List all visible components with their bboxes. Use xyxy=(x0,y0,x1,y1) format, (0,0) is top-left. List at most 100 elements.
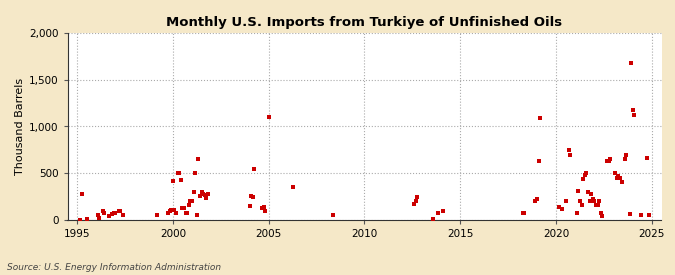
Point xyxy=(288,185,298,189)
Point xyxy=(613,174,624,178)
Point xyxy=(201,195,212,200)
Point xyxy=(533,159,544,163)
Point xyxy=(259,205,269,209)
Point xyxy=(587,197,598,202)
Point xyxy=(81,217,92,221)
Point xyxy=(579,173,590,177)
Point xyxy=(169,208,180,212)
Point xyxy=(627,108,638,112)
Point xyxy=(624,212,635,217)
Point xyxy=(616,180,627,184)
Point xyxy=(247,194,258,199)
Point xyxy=(629,113,640,117)
Point xyxy=(437,208,448,213)
Point xyxy=(610,171,620,175)
Point xyxy=(174,171,185,175)
Point xyxy=(592,203,603,207)
Point xyxy=(621,152,632,157)
Point xyxy=(412,194,423,199)
Point xyxy=(244,204,255,208)
Point xyxy=(605,157,616,161)
Point xyxy=(428,217,439,221)
Point xyxy=(535,116,545,120)
Point xyxy=(115,208,126,213)
Point xyxy=(180,210,191,215)
Point xyxy=(192,213,202,218)
Point xyxy=(564,148,574,152)
Point xyxy=(164,208,175,213)
Point xyxy=(104,214,115,218)
Point xyxy=(410,199,421,204)
Point xyxy=(110,211,121,216)
Point xyxy=(172,171,183,175)
Point xyxy=(198,192,209,196)
Point xyxy=(519,210,530,215)
Title: Monthly U.S. Imports from Turkiye of Unfinished Oils: Monthly U.S. Imports from Turkiye of Unf… xyxy=(167,16,562,29)
Point xyxy=(531,197,542,202)
Point xyxy=(594,199,605,204)
Point xyxy=(92,213,103,218)
Point xyxy=(260,208,271,213)
Point xyxy=(163,210,173,215)
Point xyxy=(193,157,204,161)
Point xyxy=(517,210,528,215)
Point xyxy=(589,199,600,204)
Point xyxy=(572,210,583,215)
Point xyxy=(187,199,198,204)
Point xyxy=(585,199,595,204)
Point xyxy=(557,207,568,211)
Point xyxy=(257,206,268,210)
Point xyxy=(635,213,646,218)
Point xyxy=(185,199,196,204)
Point xyxy=(576,203,587,207)
Y-axis label: Thousand Barrels: Thousand Barrels xyxy=(15,78,25,175)
Point xyxy=(642,156,653,161)
Point xyxy=(97,208,108,213)
Point xyxy=(109,211,119,216)
Point xyxy=(202,192,213,196)
Point xyxy=(560,199,571,204)
Point xyxy=(166,208,177,212)
Point xyxy=(194,194,205,198)
Point xyxy=(574,199,585,204)
Point xyxy=(107,212,117,217)
Point xyxy=(612,176,622,180)
Point xyxy=(263,115,274,119)
Point xyxy=(530,199,541,204)
Point xyxy=(190,171,200,175)
Point xyxy=(583,190,593,194)
Point xyxy=(176,178,186,182)
Point xyxy=(408,202,419,206)
Point xyxy=(118,213,129,218)
Point xyxy=(151,213,162,218)
Point xyxy=(171,210,182,215)
Point xyxy=(76,192,87,196)
Point xyxy=(581,171,592,175)
Point xyxy=(643,213,654,218)
Point xyxy=(591,203,601,207)
Point xyxy=(75,217,86,222)
Point xyxy=(184,203,194,207)
Point xyxy=(179,206,190,210)
Point xyxy=(595,210,606,215)
Point xyxy=(94,216,105,220)
Point xyxy=(113,208,124,213)
Point xyxy=(199,192,210,197)
Point xyxy=(626,61,637,65)
Point xyxy=(565,152,576,157)
Point xyxy=(554,205,565,209)
Point xyxy=(182,210,192,215)
Point xyxy=(586,192,597,196)
Point xyxy=(196,190,207,194)
Point xyxy=(602,159,613,163)
Point xyxy=(620,157,630,161)
Point xyxy=(573,189,584,193)
Point xyxy=(249,166,260,171)
Point xyxy=(188,190,199,194)
Point xyxy=(177,206,188,210)
Point xyxy=(597,214,608,218)
Point xyxy=(246,194,256,198)
Point xyxy=(99,210,109,215)
Point xyxy=(614,176,625,180)
Point xyxy=(578,177,589,181)
